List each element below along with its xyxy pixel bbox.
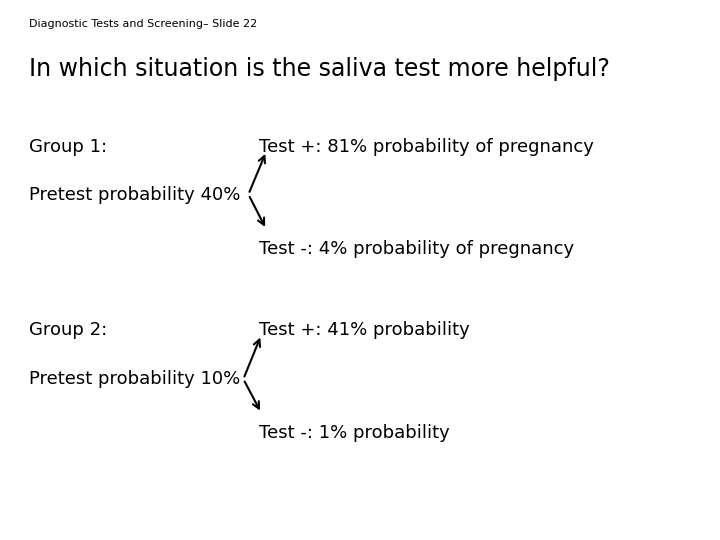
Text: Pretest probability 10%: Pretest probability 10% bbox=[29, 370, 240, 388]
Text: Group 2:: Group 2: bbox=[29, 321, 107, 339]
Text: Group 1:: Group 1: bbox=[29, 138, 107, 156]
Text: Test +: 41% probability: Test +: 41% probability bbox=[259, 321, 470, 339]
Text: Diagnostic Tests and Screening– Slide 22: Diagnostic Tests and Screening– Slide 22 bbox=[29, 19, 257, 29]
Text: Test +: 81% probability of pregnancy: Test +: 81% probability of pregnancy bbox=[259, 138, 594, 156]
Text: Pretest probability 40%: Pretest probability 40% bbox=[29, 186, 240, 204]
Text: Test -: 4% probability of pregnancy: Test -: 4% probability of pregnancy bbox=[259, 240, 575, 258]
Text: In which situation is the saliva test more helpful?: In which situation is the saliva test mo… bbox=[29, 57, 610, 80]
Text: Test -: 1% probability: Test -: 1% probability bbox=[259, 424, 450, 442]
